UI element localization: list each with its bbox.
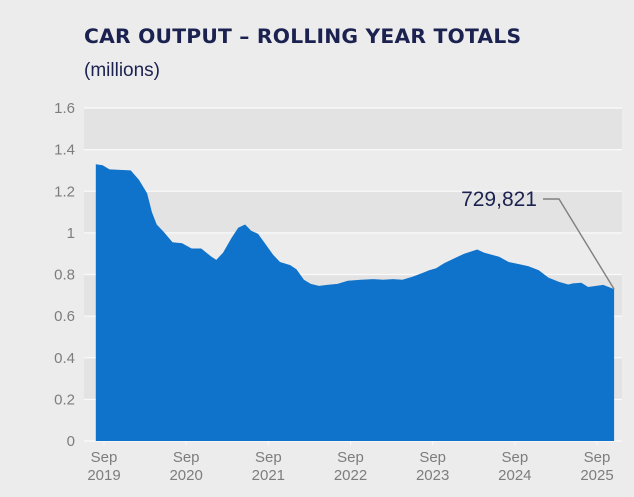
x-tick-year: 2019 <box>87 467 120 484</box>
y-tick-label: 0.4 <box>54 350 75 367</box>
annotations: 729,821 <box>461 188 615 290</box>
chart-subtitle: (millions) <box>84 60 160 81</box>
x-tick-label: Sep 2022 <box>334 449 367 484</box>
x-tick-month: Sep <box>419 449 446 466</box>
series-layer <box>95 164 615 441</box>
x-tick-month: Sep <box>584 449 611 466</box>
x-tick-year: 2021 <box>252 467 285 484</box>
y-tick-label: 1 <box>67 225 75 242</box>
annotation-leader-line <box>543 198 615 290</box>
background-band <box>84 149 622 192</box>
x-tick-label: Sep 2025 <box>580 449 613 484</box>
x-tick-year: 2023 <box>416 467 449 484</box>
y-axis: 0 0.2 0.4 0.6 0.8 1 1.2 1.4 1.6 <box>54 100 75 450</box>
x-tick-year: 2024 <box>498 467 531 484</box>
x-tick-month: Sep <box>91 449 118 466</box>
background-band <box>84 108 622 150</box>
y-tick-label: 0.2 <box>54 391 75 408</box>
x-tick-label: Sep 2024 <box>498 449 531 484</box>
x-tick-label: Sep 2021 <box>252 449 285 484</box>
x-tick-label: Sep 2019 <box>87 449 120 484</box>
chart-title: CAR OUTPUT – ROLLING YEAR TOTALS <box>84 25 522 48</box>
background-band <box>84 191 622 233</box>
x-tick-year: 2022 <box>334 467 367 484</box>
x-tick-label: Sep 2023 <box>416 449 449 484</box>
x-tick-label: Sep 2020 <box>169 449 202 484</box>
x-tick-year: 2025 <box>580 467 613 484</box>
x-tick-month: Sep <box>337 449 364 466</box>
y-tick-label: 1.6 <box>54 100 75 117</box>
y-tick-label: 1.2 <box>54 183 75 200</box>
area-series <box>95 164 615 441</box>
x-tick-year: 2020 <box>169 467 202 484</box>
y-tick-label: 1.4 <box>54 142 75 159</box>
x-tick-month: Sep <box>501 449 528 466</box>
y-tick-label: 0.6 <box>54 308 75 325</box>
x-tick-month: Sep <box>255 449 282 466</box>
y-tick-label: 0 <box>67 433 75 450</box>
annotation-label: 729,821 <box>461 188 537 211</box>
x-tick-month: Sep <box>173 449 200 466</box>
y-tick-label: 0.8 <box>54 267 75 284</box>
